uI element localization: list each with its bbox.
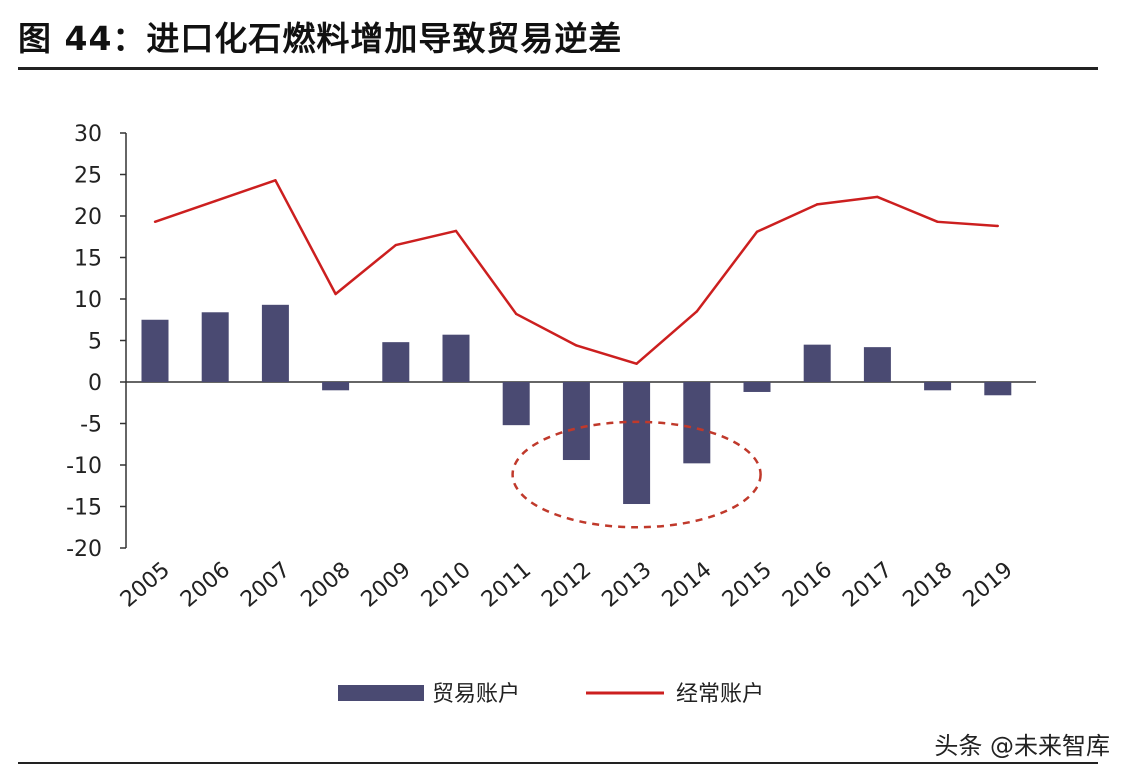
x-tick-label: 2019	[959, 557, 1018, 612]
footer-rule	[18, 762, 1098, 764]
line-point-2014	[695, 310, 698, 313]
x-tick-label: 2015	[718, 557, 777, 612]
line-point-2007	[274, 179, 277, 182]
x-tick-label: 2017	[838, 557, 897, 612]
line-point-2009	[394, 243, 397, 247]
line-point-2017	[876, 195, 879, 199]
y-tick-labels: 30 25 20 15 10 5 0 -5 -10 -15 -20	[66, 122, 102, 562]
y-tick-label: -10	[66, 454, 102, 479]
x-tick-label: 2014	[658, 557, 717, 612]
highlight-ellipse	[511, 420, 762, 529]
y-tick-label: 0	[88, 371, 102, 396]
x-tick-labels: 2005 2006 2007 2008 2009 2010 2011 2012 2013 2014…	[116, 557, 1018, 612]
y-tick-label: 10	[74, 288, 102, 313]
line-point-2018	[936, 220, 939, 224]
y-tick-label: 15	[74, 247, 102, 272]
legend-label-line: 经常账户	[676, 682, 764, 707]
x-tick-label: 2006	[176, 557, 235, 612]
legend-label-bar: 贸易账户	[432, 682, 520, 707]
y-tick-label: 5	[88, 330, 102, 355]
bar-2012	[562, 382, 590, 461]
line-point-2008	[334, 292, 337, 296]
watermark: 头条 @未来智库	[934, 732, 1110, 760]
line-point-2011	[515, 312, 518, 316]
axes	[120, 132, 1036, 549]
y-tick-label: -5	[80, 413, 102, 438]
y-tick-label: 20	[74, 205, 102, 230]
line-point-2012	[575, 344, 578, 347]
bar-2018	[924, 382, 952, 391]
x-tick-label: 2008	[296, 557, 355, 612]
bar-2014	[683, 382, 711, 464]
x-tick-label: 2013	[597, 557, 656, 612]
y-tick-label: -15	[66, 496, 102, 521]
legend-swatch-bar	[338, 685, 424, 701]
y-tick-label: 25	[74, 164, 102, 189]
bar-2008	[322, 382, 350, 391]
bar-series	[141, 304, 1012, 505]
bar-2011	[502, 382, 530, 426]
bar-2017	[863, 347, 891, 382]
bar-2009	[382, 342, 410, 382]
title-rule	[18, 67, 1098, 70]
line-point-2005	[153, 220, 157, 224]
bar-2013	[623, 382, 651, 505]
x-tick-label: 2018	[898, 557, 957, 612]
x-tick-label: 2009	[357, 557, 416, 612]
line-point-2015	[755, 230, 759, 233]
legend: 贸易账户 经常账户	[338, 682, 764, 707]
x-tick-label: 2005	[116, 557, 175, 612]
x-tick-label: 2012	[537, 557, 596, 612]
annotation-layer	[511, 420, 762, 529]
y-tick-label: -20	[66, 537, 102, 562]
bar-2006	[201, 312, 229, 382]
bar-2005	[141, 319, 169, 382]
line-point-2019	[996, 224, 999, 228]
line-point-2006	[214, 199, 217, 203]
bar-2019	[984, 382, 1012, 396]
line-point-2010	[454, 229, 458, 233]
line-series	[153, 179, 999, 365]
bar-2016	[803, 344, 831, 382]
line-point-2013	[635, 362, 638, 365]
bar-2015	[743, 382, 771, 392]
line-point-2016	[816, 203, 819, 206]
bar-2010	[442, 334, 470, 382]
bar-2007	[261, 304, 289, 382]
y-tick-label: 30	[74, 122, 102, 147]
x-tick-label: 2007	[236, 557, 295, 612]
x-tick-label: 2016	[778, 557, 837, 612]
figure-title: 图 44：进口化石燃料增加导致贸易逆差	[18, 19, 623, 58]
x-tick-label: 2011	[477, 557, 536, 612]
x-tick-label: 2010	[417, 557, 476, 612]
